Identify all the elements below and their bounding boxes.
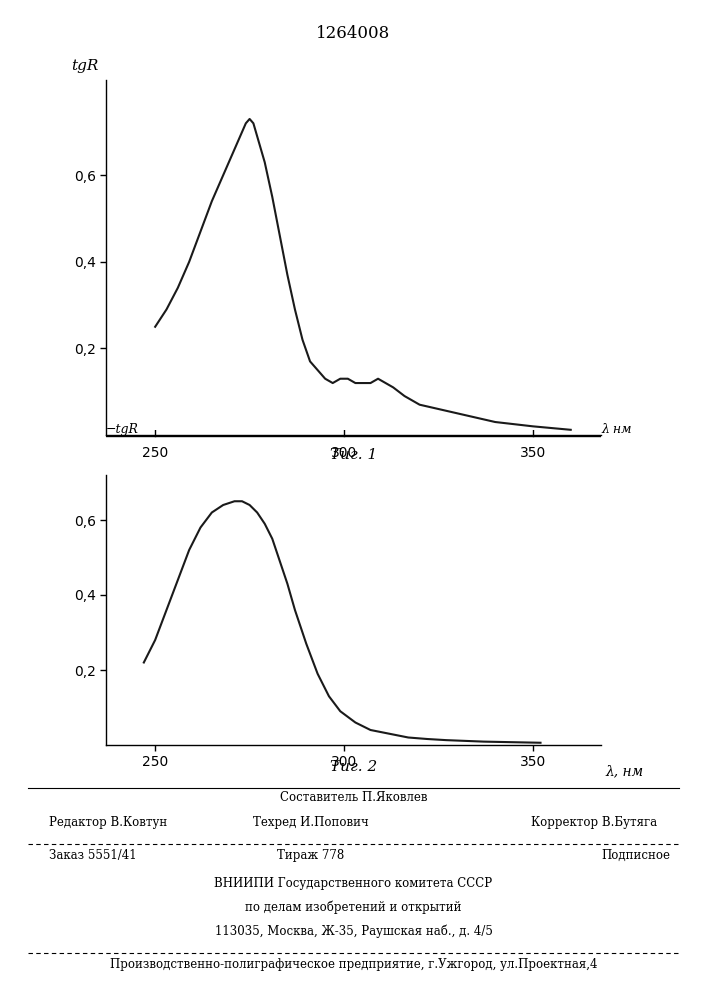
Text: Заказ 5551/41: Заказ 5551/41: [49, 849, 137, 862]
Text: Подписное: Подписное: [601, 849, 670, 862]
Text: Тираж 778: Тираж 778: [277, 849, 345, 862]
Text: Редактор В.Ковтун: Редактор В.Ковтун: [49, 816, 168, 829]
Text: ВНИИПИ Государственного комитета СССР: ВНИИПИ Государственного комитета СССР: [214, 877, 493, 890]
Text: по делам изобретений и открытий: по делам изобретений и открытий: [245, 901, 462, 914]
Text: λ, нм: λ, нм: [606, 764, 644, 778]
Text: 1264008: 1264008: [316, 25, 391, 42]
Text: Τиг. 2: Τиг. 2: [330, 760, 377, 774]
Text: −tgR: −tgR: [106, 423, 139, 436]
Text: 350: 350: [520, 446, 546, 460]
Text: Составитель П.Яковлев: Составитель П.Яковлев: [280, 791, 427, 804]
Text: tgR: tgR: [71, 59, 99, 73]
Text: Τиг. 1: Τиг. 1: [330, 448, 377, 462]
Text: Производственно-полиграфическое предприятие, г.Ужгород, ул.Проектная,4: Производственно-полиграфическое предприя…: [110, 958, 597, 971]
Text: Корректор В.Бутяга: Корректор В.Бутяга: [532, 816, 658, 829]
Text: 113035, Москва, Ж-35, Раушская наб., д. 4/5: 113035, Москва, Ж-35, Раушская наб., д. …: [214, 925, 493, 938]
Text: λ нм: λ нм: [601, 423, 631, 436]
Text: 300: 300: [331, 446, 357, 460]
Text: 250: 250: [142, 446, 168, 460]
Text: Техред И.Попович: Техред И.Попович: [253, 816, 369, 829]
